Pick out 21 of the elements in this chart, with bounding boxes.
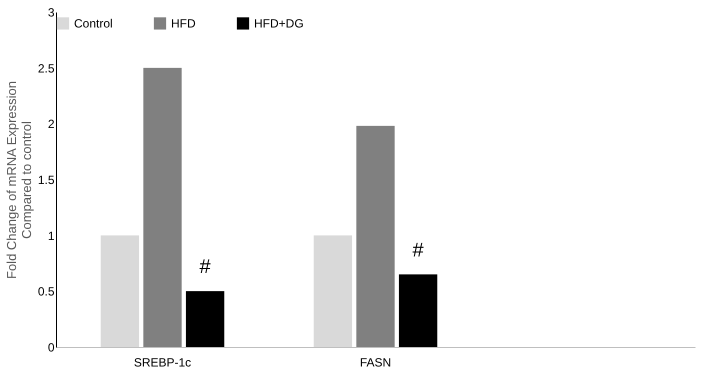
y-axis-title: Fold Change of mRNA Expression Compared to control (4, 81, 34, 279)
y-tick-label: 2.5 (38, 61, 55, 76)
y-tick-label: 1 (48, 228, 55, 243)
y-tick-label: 0.5 (38, 284, 55, 299)
y-tick-label: 0 (48, 340, 55, 354)
bar (143, 68, 182, 347)
y-tick-label: 2 (48, 117, 55, 132)
x-tick-label: FASN (360, 356, 392, 370)
y-tick-label: 1.5 (38, 173, 55, 187)
annotation: # (412, 239, 425, 262)
x-tick-label: SREBP-1c (134, 356, 192, 370)
legend-label: HFD (171, 16, 196, 30)
legend-label: HFD+DG (254, 16, 304, 30)
bar (356, 126, 395, 347)
y-tick-label: 3 (48, 6, 55, 20)
legend-label: Control (74, 16, 113, 30)
bar (398, 274, 438, 347)
annotation: # (200, 256, 212, 278)
bar (100, 235, 140, 347)
bar (186, 291, 224, 347)
bar (314, 235, 352, 347)
